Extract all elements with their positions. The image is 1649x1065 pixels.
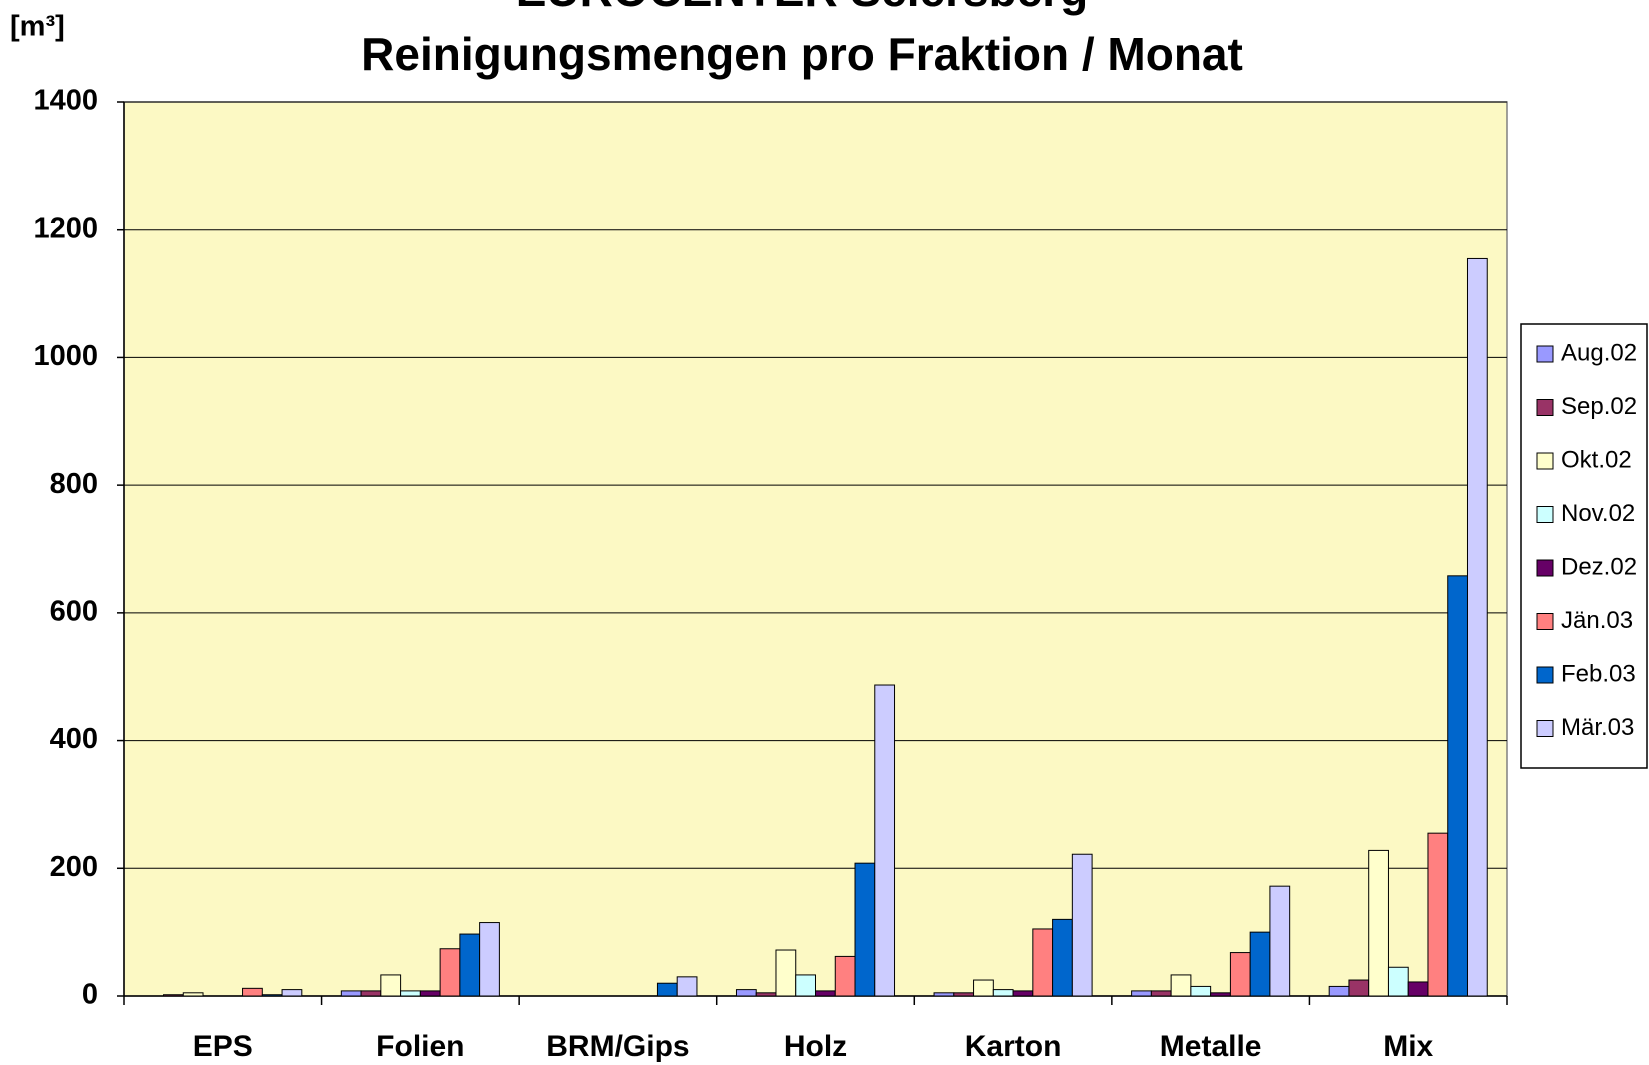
legend-label: Aug.02 <box>1561 339 1637 366</box>
x-tick-label: Mix <box>1383 1030 1433 1063</box>
bar <box>1150 990 1172 997</box>
bar <box>1190 985 1212 997</box>
bar <box>419 990 441 997</box>
bar <box>459 933 481 997</box>
legend-label: Feb.03 <box>1561 660 1636 687</box>
legend-swatch <box>1536 506 1554 523</box>
bar <box>261 994 283 997</box>
bar <box>735 989 757 997</box>
legend-label: Dez.02 <box>1561 553 1637 580</box>
bar <box>360 990 382 997</box>
bar <box>1466 257 1488 997</box>
bar <box>933 992 955 997</box>
bar <box>163 994 184 997</box>
bar <box>854 862 876 997</box>
x-tick-label: EPS <box>193 1030 253 1063</box>
bar <box>479 922 500 997</box>
chart-subtitle: Reinigungsmengen pro Fraktion / Monat <box>361 28 1243 80</box>
y-tick-label: 1400 <box>33 85 98 117</box>
bar <box>242 987 263 997</box>
bar <box>380 974 402 997</box>
x-tick-label: BRM/Gips <box>546 1030 689 1063</box>
x-tick-label: Metalle <box>1160 1030 1262 1063</box>
bar <box>1249 931 1271 997</box>
plot-area <box>123 101 1508 997</box>
legend-swatch <box>1536 399 1554 416</box>
bar <box>973 979 994 997</box>
bar <box>1229 952 1251 997</box>
x-tick-label: Folien <box>376 1030 464 1063</box>
bar <box>439 948 461 997</box>
legend-swatch <box>1536 613 1554 630</box>
legend-label: Okt.02 <box>1561 446 1632 473</box>
x-tick-label: Holz <box>784 1030 847 1063</box>
bar <box>874 684 896 997</box>
legend-swatch <box>1536 666 1554 684</box>
bar <box>1427 832 1449 997</box>
y-tick-label: 400 <box>50 723 98 755</box>
y-axis-label: [m³] <box>10 11 65 43</box>
bar <box>1447 575 1468 997</box>
bar <box>400 990 421 997</box>
y-tick-label: 800 <box>50 468 98 500</box>
bar <box>815 990 836 997</box>
bar <box>992 989 1014 997</box>
bar <box>1071 853 1093 997</box>
y-tick-label: 1000 <box>33 340 98 372</box>
bar <box>1348 979 1370 997</box>
bar <box>1131 990 1152 997</box>
y-tick-label: 200 <box>50 851 98 883</box>
bar <box>182 992 204 997</box>
bar <box>1368 849 1389 997</box>
bar <box>656 982 678 997</box>
legend-swatch <box>1536 345 1554 363</box>
legend-label: Nov.02 <box>1561 500 1635 527</box>
chart-title: EUROCENTER Seiersberg <box>516 0 1089 16</box>
y-tick-label: 600 <box>50 596 98 628</box>
bar <box>775 949 797 997</box>
bar <box>795 974 817 997</box>
bar <box>281 989 303 997</box>
bar <box>1387 966 1409 997</box>
legend-swatch <box>1536 559 1554 577</box>
legend-box <box>1520 323 1648 769</box>
bar <box>1407 981 1429 997</box>
legend-label: Mär.03 <box>1561 714 1634 741</box>
legend-label: Jän.03 <box>1561 607 1633 634</box>
y-tick-label: 0 <box>82 979 98 1011</box>
bar <box>1328 985 1350 997</box>
bar <box>1032 928 1054 997</box>
x-tick-label: Karton <box>965 1030 1062 1063</box>
y-tick-label: 1200 <box>33 212 98 244</box>
bar <box>1052 918 1073 997</box>
bar <box>1269 885 1291 997</box>
legend-swatch <box>1536 452 1554 470</box>
bar <box>1012 990 1034 997</box>
bar <box>1210 992 1231 997</box>
legend-label: Sep.02 <box>1561 393 1637 420</box>
bar <box>755 992 777 997</box>
bar <box>834 955 856 997</box>
bar <box>953 992 975 997</box>
legend-swatch <box>1536 720 1554 737</box>
bar <box>340 990 362 997</box>
bar <box>1170 974 1192 997</box>
bar <box>676 976 698 997</box>
